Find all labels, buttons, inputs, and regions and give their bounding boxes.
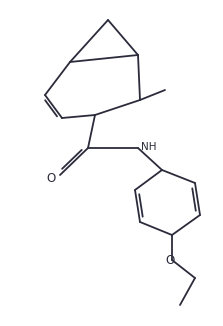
Text: NH: NH — [141, 142, 157, 152]
Text: O: O — [165, 255, 175, 268]
Text: O: O — [47, 171, 56, 185]
